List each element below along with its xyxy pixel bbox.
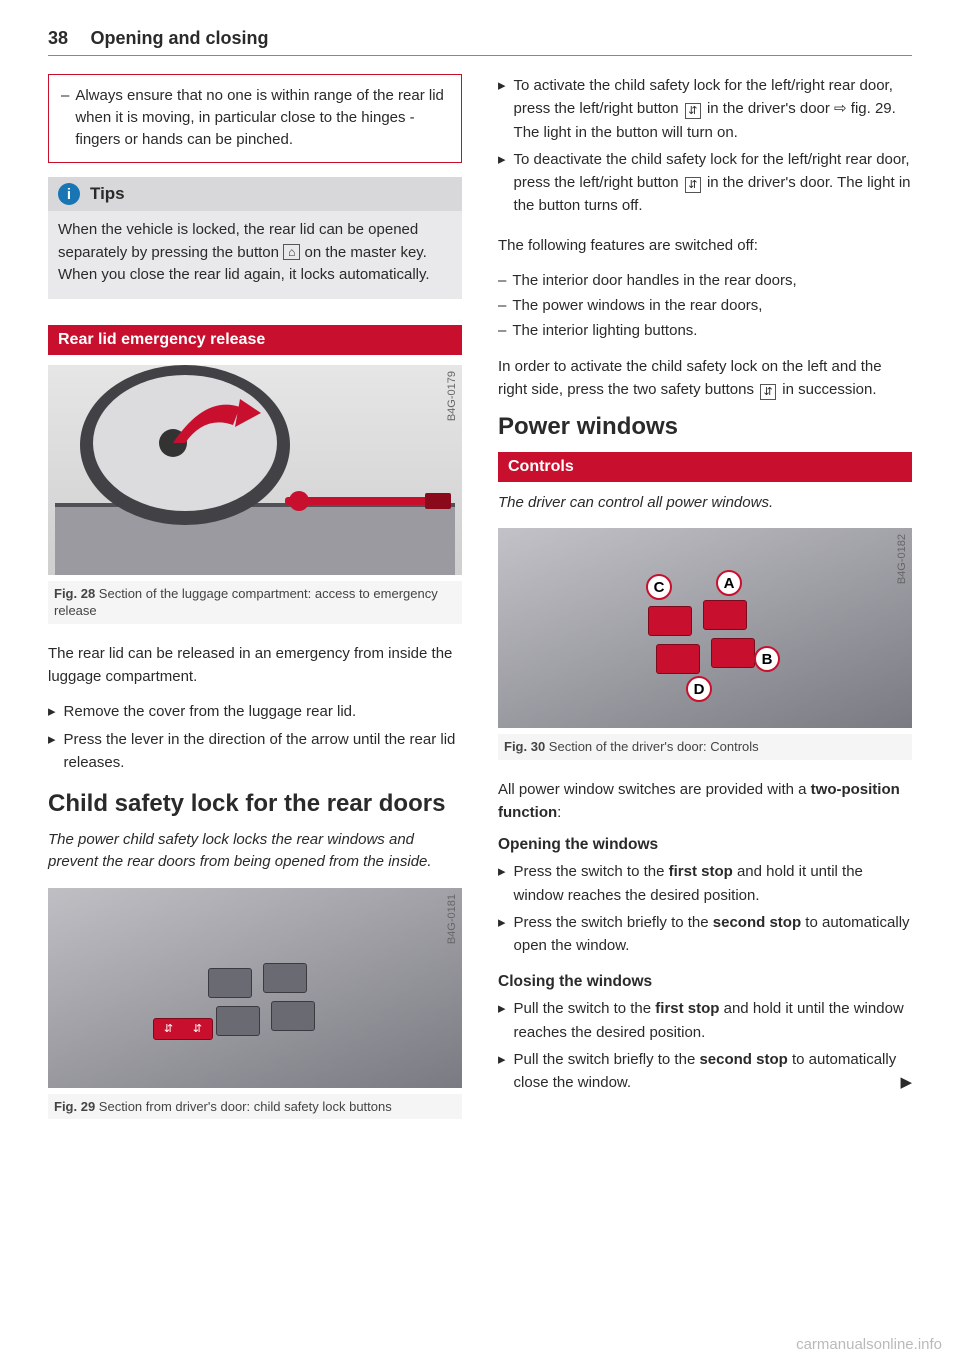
triangle-marker: ▸ xyxy=(498,148,506,218)
child-lock-steps: ▸ To activate the child safety lock for … xyxy=(498,74,912,218)
triangle-marker: ▸ xyxy=(498,860,506,907)
window-switch-rear-left xyxy=(656,644,700,674)
trunk-key-icon: ⌂ xyxy=(283,244,300,260)
twopos-post: : xyxy=(557,804,561,821)
figure-30-caption: Fig. 30 Section of the driver's door: Co… xyxy=(498,734,912,760)
figure-28-illustration xyxy=(48,365,462,575)
info-icon: i xyxy=(58,183,80,205)
triangle-marker: ▸ xyxy=(498,997,506,1044)
child-step-1: To activate the child safety lock for th… xyxy=(514,74,912,144)
features-off-list: –The interior door handles in the rear d… xyxy=(498,269,912,343)
triangle-marker: ▸ xyxy=(498,74,506,144)
two-position-intro: All power window switches are provided w… xyxy=(498,778,912,825)
tips-body: When the vehicle is locked, the rear lid… xyxy=(48,211,462,299)
figure-30-text: Section of the driver's door: Controls xyxy=(545,739,758,754)
figure-28-text: Section of the luggage compartment: acce… xyxy=(54,586,438,619)
window-switch xyxy=(208,968,252,998)
open-step-2: Press the switch briefly to the second s… xyxy=(514,911,912,958)
close-step-1: Pull the switch to the first stop and ho… xyxy=(514,997,912,1044)
dash-marker: – xyxy=(498,294,506,317)
warning-text: Always ensure that no one is within rang… xyxy=(75,85,449,150)
power-windows-lead: The driver can control all power windows… xyxy=(498,492,912,515)
cs1-pre: Pull the switch to the xyxy=(514,1000,656,1017)
figure-29-num: Fig. 29 xyxy=(54,1099,95,1114)
window-switch-front-left xyxy=(648,606,692,636)
figure-29-text: Section from driver's door: child safety… xyxy=(95,1099,392,1114)
twopos-pre: All power window switches are provided w… xyxy=(498,781,811,798)
child-lock-button: ⇵⇵ xyxy=(153,1018,213,1040)
dash-marker: – xyxy=(498,319,506,342)
two-column-layout: – Always ensure that no one is within ra… xyxy=(48,74,912,1137)
callout-a: A xyxy=(716,570,742,596)
callout-c: C xyxy=(646,574,672,600)
tips-header: i Tips xyxy=(48,177,462,211)
closing-steps: ▸ Pull the switch to the first stop and … xyxy=(498,997,912,1094)
figure-28: B4G-0179 xyxy=(48,365,462,575)
continued-arrow-icon: ▶ xyxy=(900,1071,912,1094)
emergency-release-intro: The rear lid can be released in an emerg… xyxy=(48,642,462,689)
triangle-marker: ▸ xyxy=(498,1048,506,1095)
section-bar-controls: Controls xyxy=(498,452,912,482)
child-lock-btn-icon: ⇵ xyxy=(685,177,701,193)
figure-29: B4G-0181 ⇵⇵ xyxy=(48,888,462,1088)
triangle-marker: ▸ xyxy=(48,700,56,723)
figure-28-code: B4G-0179 xyxy=(446,371,458,421)
chapter-title: Opening and closing xyxy=(90,28,268,48)
section-bar-rear-lid: Rear lid emergency release xyxy=(48,325,462,355)
close-step-2: Pull the switch briefly to the second st… xyxy=(514,1048,912,1095)
off-item-2: The power windows in the rear doors, xyxy=(512,294,762,317)
figure-30-code: B4G-0182 xyxy=(896,534,908,584)
cs2-b: second stop xyxy=(699,1051,787,1068)
callout-d: D xyxy=(686,676,712,702)
left-column: – Always ensure that no one is within ra… xyxy=(48,74,462,1137)
child-step-2: To deactivate the child safety lock for … xyxy=(514,148,912,218)
dash-marker: – xyxy=(61,85,69,150)
warning-box: – Always ensure that no one is within ra… xyxy=(48,74,462,163)
tips-label: Tips xyxy=(90,184,125,204)
right-column: ▸ To activate the child safety lock for … xyxy=(498,74,912,1137)
watermark: carmanualsonline.info xyxy=(796,1336,942,1353)
features-off-intro: The following features are switched off: xyxy=(498,234,912,257)
os1-b: first stop xyxy=(669,863,733,880)
child-safety-lead: The power child safety lock locks the re… xyxy=(48,829,462,874)
figure-30-num: Fig. 30 xyxy=(504,739,545,754)
step-1: Remove the cover from the luggage rear l… xyxy=(64,700,357,723)
open-step-1: Press the switch to the first stop and h… xyxy=(514,860,912,907)
os2-pre: Press the switch briefly to the xyxy=(514,914,713,931)
opening-steps: ▸ Press the switch to the first stop and… xyxy=(498,860,912,957)
step-2: Press the lever in the direction of the … xyxy=(64,728,462,775)
triangle-marker: ▸ xyxy=(498,911,506,958)
window-switch-front-right xyxy=(703,600,747,630)
cs1-b: first stop xyxy=(655,1000,719,1017)
window-switch xyxy=(263,963,307,993)
os1-pre: Press the switch to the xyxy=(514,863,669,880)
figure-29-code: B4G-0181 xyxy=(446,894,458,944)
page-number: 38 xyxy=(48,28,68,48)
figure-28-caption: Fig. 28 Section of the luggage compartme… xyxy=(48,581,462,624)
child-lock-btn-icon: ⇵ xyxy=(685,103,701,119)
off-item-1: The interior door handles in the rear do… xyxy=(512,269,796,292)
power-windows-heading: Power windows xyxy=(498,413,912,442)
window-switch-rear-right xyxy=(711,638,755,668)
child-safety-heading: Child safety lock for the rear doors xyxy=(48,790,462,819)
os2-b: second stop xyxy=(713,914,801,931)
dash-marker: – xyxy=(498,269,506,292)
figure-30: B4G-0182 A B C D xyxy=(498,528,912,728)
succession-note: In order to activate the child safety lo… xyxy=(498,355,912,402)
window-switch xyxy=(216,1006,260,1036)
closing-windows-heading: Closing the windows xyxy=(498,973,912,991)
cs2-pre: Pull the switch briefly to the xyxy=(514,1051,700,1068)
triangle-marker: ▸ xyxy=(48,728,56,775)
child-lock-btn-icon: ⇵ xyxy=(760,384,776,400)
succ-post: in succession. xyxy=(778,381,876,398)
page-header: 38 Opening and closing xyxy=(48,28,912,56)
emergency-release-steps: ▸ Remove the cover from the luggage rear … xyxy=(48,700,462,774)
figure-28-num: Fig. 28 xyxy=(54,586,95,601)
callout-b: B xyxy=(754,646,780,672)
opening-windows-heading: Opening the windows xyxy=(498,836,912,854)
off-item-3: The interior lighting buttons. xyxy=(512,319,697,342)
figure-29-caption: Fig. 29 Section from driver's door: chil… xyxy=(48,1094,462,1120)
window-switch xyxy=(271,1001,315,1031)
